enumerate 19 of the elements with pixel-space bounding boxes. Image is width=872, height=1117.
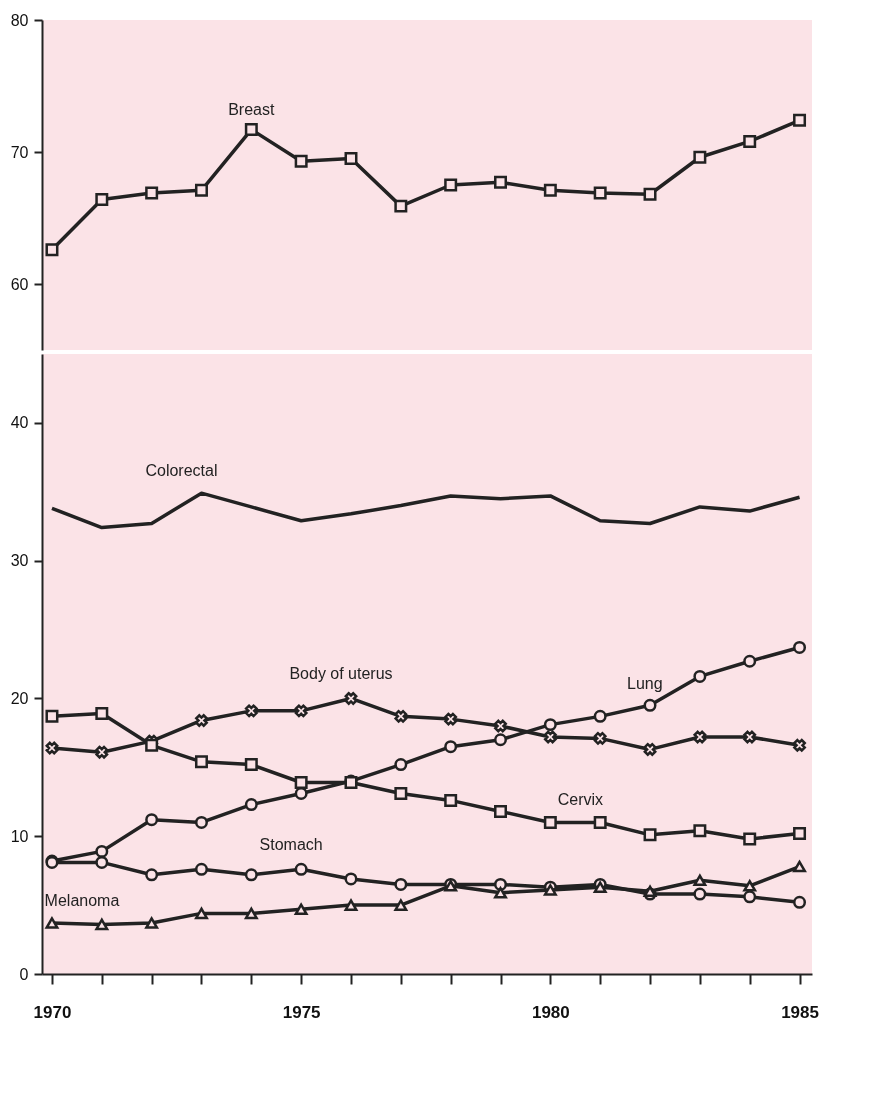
y-tick-label: 0 bbox=[19, 965, 29, 983]
y-tick-label: 40 bbox=[10, 414, 29, 432]
series-label: Stomach bbox=[259, 836, 323, 854]
series-label: Breast bbox=[228, 100, 275, 118]
series-label: Cervix bbox=[557, 791, 604, 809]
y-tick-label: 10 bbox=[10, 827, 29, 845]
y-tick-label: 70 bbox=[10, 143, 29, 161]
y-tick-label: 80 bbox=[10, 11, 29, 29]
x-tick-label: 1975 bbox=[282, 1002, 321, 1022]
series-label: Lung bbox=[627, 675, 663, 693]
y-tick-label: 30 bbox=[10, 552, 29, 570]
y-tick-label: 20 bbox=[10, 689, 29, 707]
series-label: Colorectal bbox=[145, 462, 218, 480]
x-tick-label: 1985 bbox=[781, 1002, 819, 1022]
series-label: Melanoma bbox=[44, 892, 120, 910]
x-tick-label: 1970 bbox=[33, 1002, 72, 1022]
y-tick-label: 60 bbox=[10, 275, 29, 293]
x-tick-label: 1980 bbox=[531, 1002, 570, 1022]
series-label: Body of uterus bbox=[289, 665, 393, 683]
